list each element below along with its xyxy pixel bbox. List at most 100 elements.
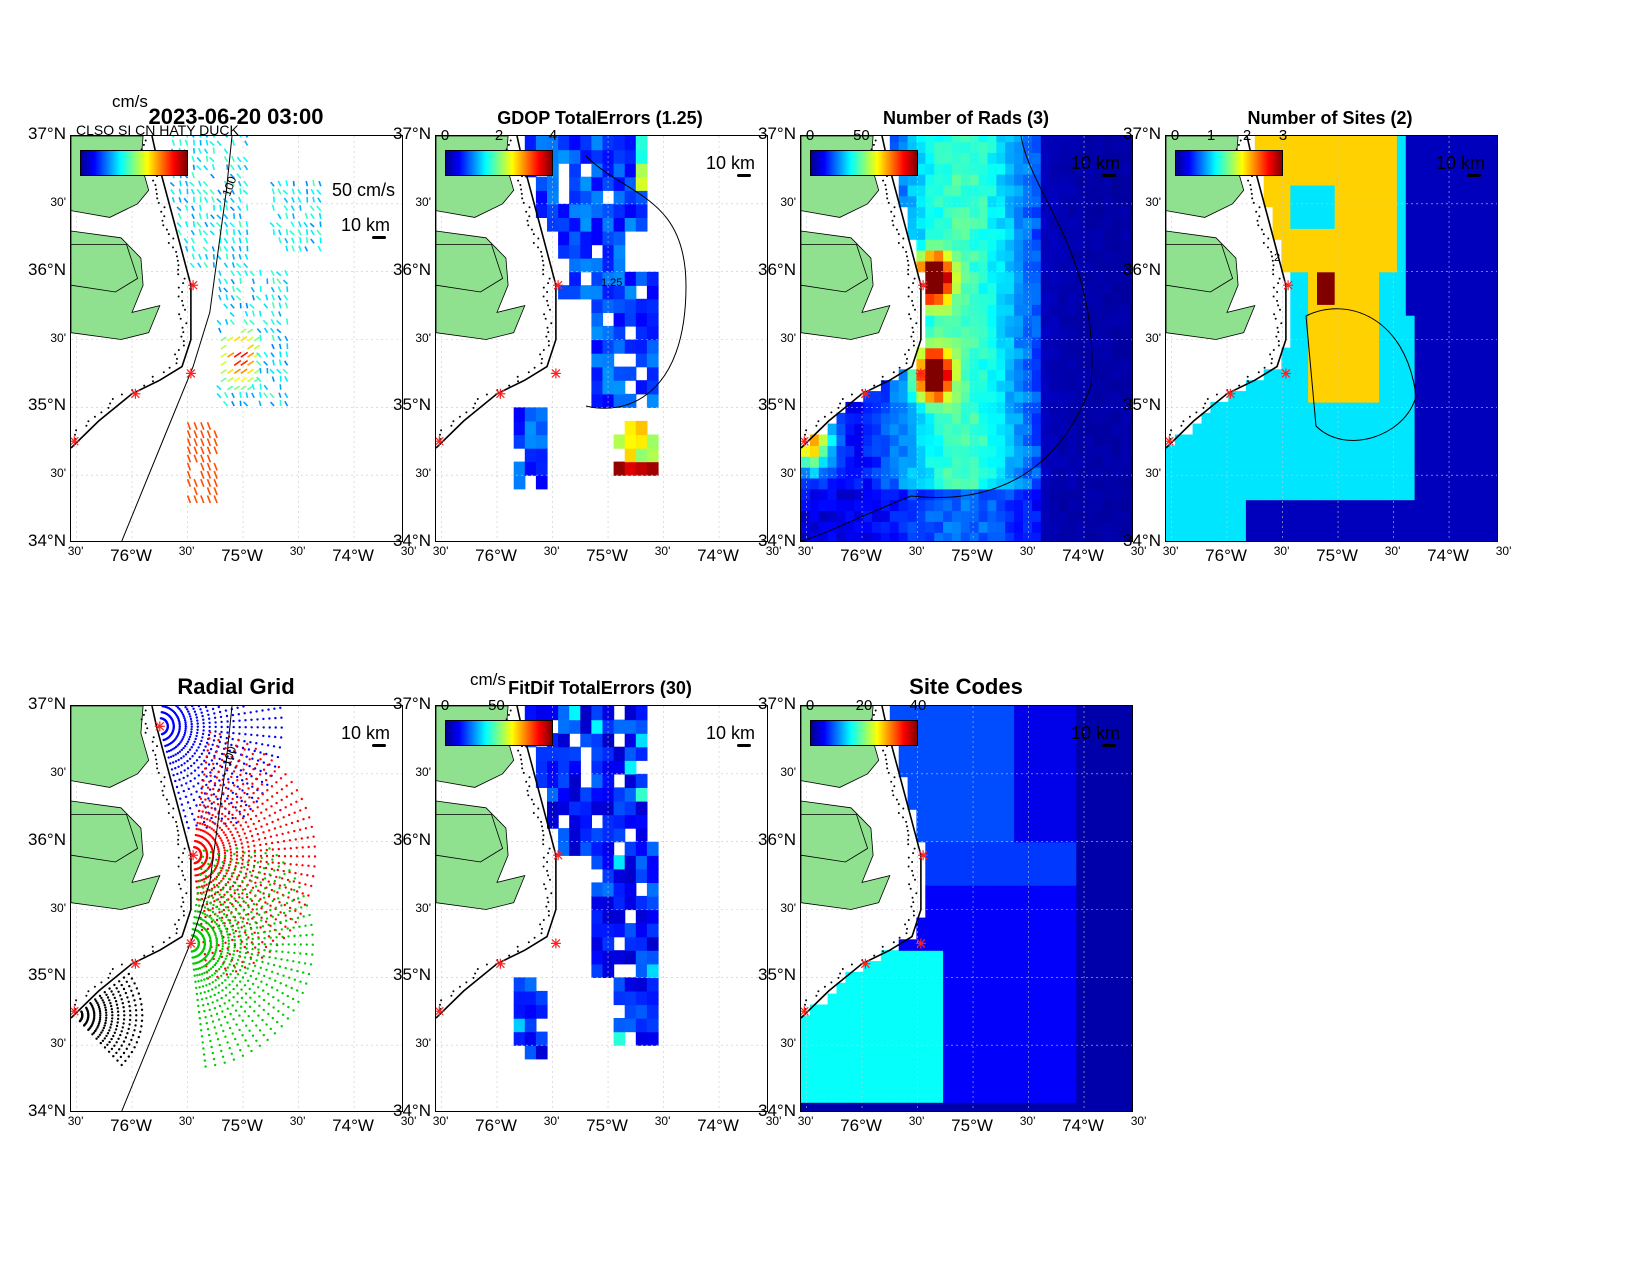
current-vector	[218, 286, 222, 293]
raster-cell	[1290, 532, 1300, 541]
raster-cell	[1014, 260, 1024, 273]
raster-cell	[1281, 347, 1291, 360]
radial-grid-point	[249, 957, 253, 961]
raster-cell	[1129, 369, 1132, 381]
raster-cell	[1334, 445, 1345, 457]
radial-grid-point	[277, 847, 280, 851]
raster-cell	[1040, 347, 1051, 360]
raster-cell	[1352, 304, 1362, 316]
raster-cell	[624, 298, 637, 313]
radial-grid-point	[247, 904, 250, 907]
current-vector	[270, 327, 275, 334]
current-vector	[198, 212, 202, 219]
current-vector	[203, 261, 209, 269]
radial-grid-point	[281, 832, 284, 836]
raster-cell	[1352, 510, 1362, 522]
radial-grid-point	[195, 749, 198, 752]
raster-cell	[1476, 195, 1487, 208]
radial-grid-point	[249, 807, 252, 811]
radial-grid-point	[210, 806, 213, 810]
shoreline-dot	[182, 344, 185, 347]
raster-cell	[1254, 456, 1265, 468]
raster-cell	[591, 380, 604, 395]
radial-grid-point	[170, 768, 174, 771]
raster-cell	[591, 258, 604, 273]
raster-cell	[591, 353, 604, 368]
radial-grid-point	[229, 854, 233, 857]
radial-grid-point	[232, 824, 235, 827]
raster-cell	[1352, 152, 1362, 164]
raster-cell	[1085, 391, 1095, 403]
radial-grid-point	[200, 711, 203, 714]
raster-cell	[960, 499, 971, 512]
raster-cell	[1102, 445, 1113, 457]
current-vector	[216, 214, 222, 220]
radial-grid-point	[232, 932, 235, 935]
raster-cell	[1450, 250, 1460, 262]
raster-cell	[1432, 228, 1442, 240]
raster-cell	[624, 203, 637, 218]
raster-cell	[1174, 499, 1185, 512]
raster-cell	[1129, 434, 1132, 446]
raster-cell	[1299, 391, 1309, 403]
raster-cell	[987, 217, 997, 229]
shoreline-dot	[93, 415, 96, 418]
current-vector	[297, 196, 302, 203]
radial-grid-point	[280, 726, 283, 729]
radial-grid-point	[249, 891, 252, 894]
raster-cell	[1023, 336, 1033, 349]
current-vector	[285, 180, 289, 187]
raster-cell	[1352, 423, 1362, 436]
raster-cell	[1111, 163, 1122, 175]
shoreline-dot	[817, 420, 820, 423]
raster-cell	[987, 510, 997, 522]
radial-grid-point	[258, 913, 261, 916]
radial-grid-point	[262, 726, 265, 729]
radial-grid-point	[266, 744, 270, 747]
raster-cell	[602, 298, 615, 313]
radial-grid-point	[201, 770, 204, 774]
radial-grid-point	[185, 782, 188, 785]
raster-cell	[1432, 380, 1442, 392]
raster-cell	[836, 521, 846, 533]
raster-cell	[907, 141, 918, 153]
shoreline-dot	[179, 317, 182, 320]
raster-cell	[1254, 401, 1265, 414]
raster-cell	[836, 456, 846, 468]
radial-grid-point	[245, 763, 248, 766]
raster-cell	[1476, 293, 1487, 305]
current-vector	[193, 430, 198, 439]
shoreline-dot	[1246, 375, 1249, 378]
radial-grid-point	[225, 973, 229, 976]
radial-grid-point	[208, 975, 211, 979]
raster-cell	[952, 532, 962, 541]
raster-cell	[960, 260, 971, 273]
current-vector	[198, 253, 202, 260]
raster-cell	[818, 499, 829, 512]
site-marker-icon	[918, 280, 929, 291]
raster-cell	[1067, 391, 1077, 403]
radial-grid-point	[273, 827, 277, 830]
radial-grid-point	[214, 721, 217, 724]
radial-grid-point	[227, 945, 230, 949]
current-vector	[230, 197, 235, 203]
raster-cell	[624, 434, 637, 449]
raster-cell	[1058, 293, 1068, 305]
raster-cell	[1129, 228, 1132, 240]
shoreline-dot	[897, 242, 900, 244]
raster-cell	[1432, 206, 1442, 218]
radial-grid-point	[217, 789, 220, 793]
current-vector	[283, 205, 289, 212]
raster-cell	[943, 358, 953, 370]
raster-cell	[1254, 391, 1265, 403]
current-vector	[235, 295, 242, 301]
shoreline-dot	[541, 357, 543, 360]
raster-cell	[1485, 477, 1496, 490]
raster-cell	[1423, 260, 1433, 273]
radial-grid-point	[220, 752, 224, 756]
shoreline-dot	[1188, 415, 1191, 418]
current-vector	[196, 221, 202, 228]
radial-grid-point	[184, 729, 187, 732]
raster-cell	[1467, 152, 1478, 164]
radial-grid-point	[201, 972, 204, 976]
